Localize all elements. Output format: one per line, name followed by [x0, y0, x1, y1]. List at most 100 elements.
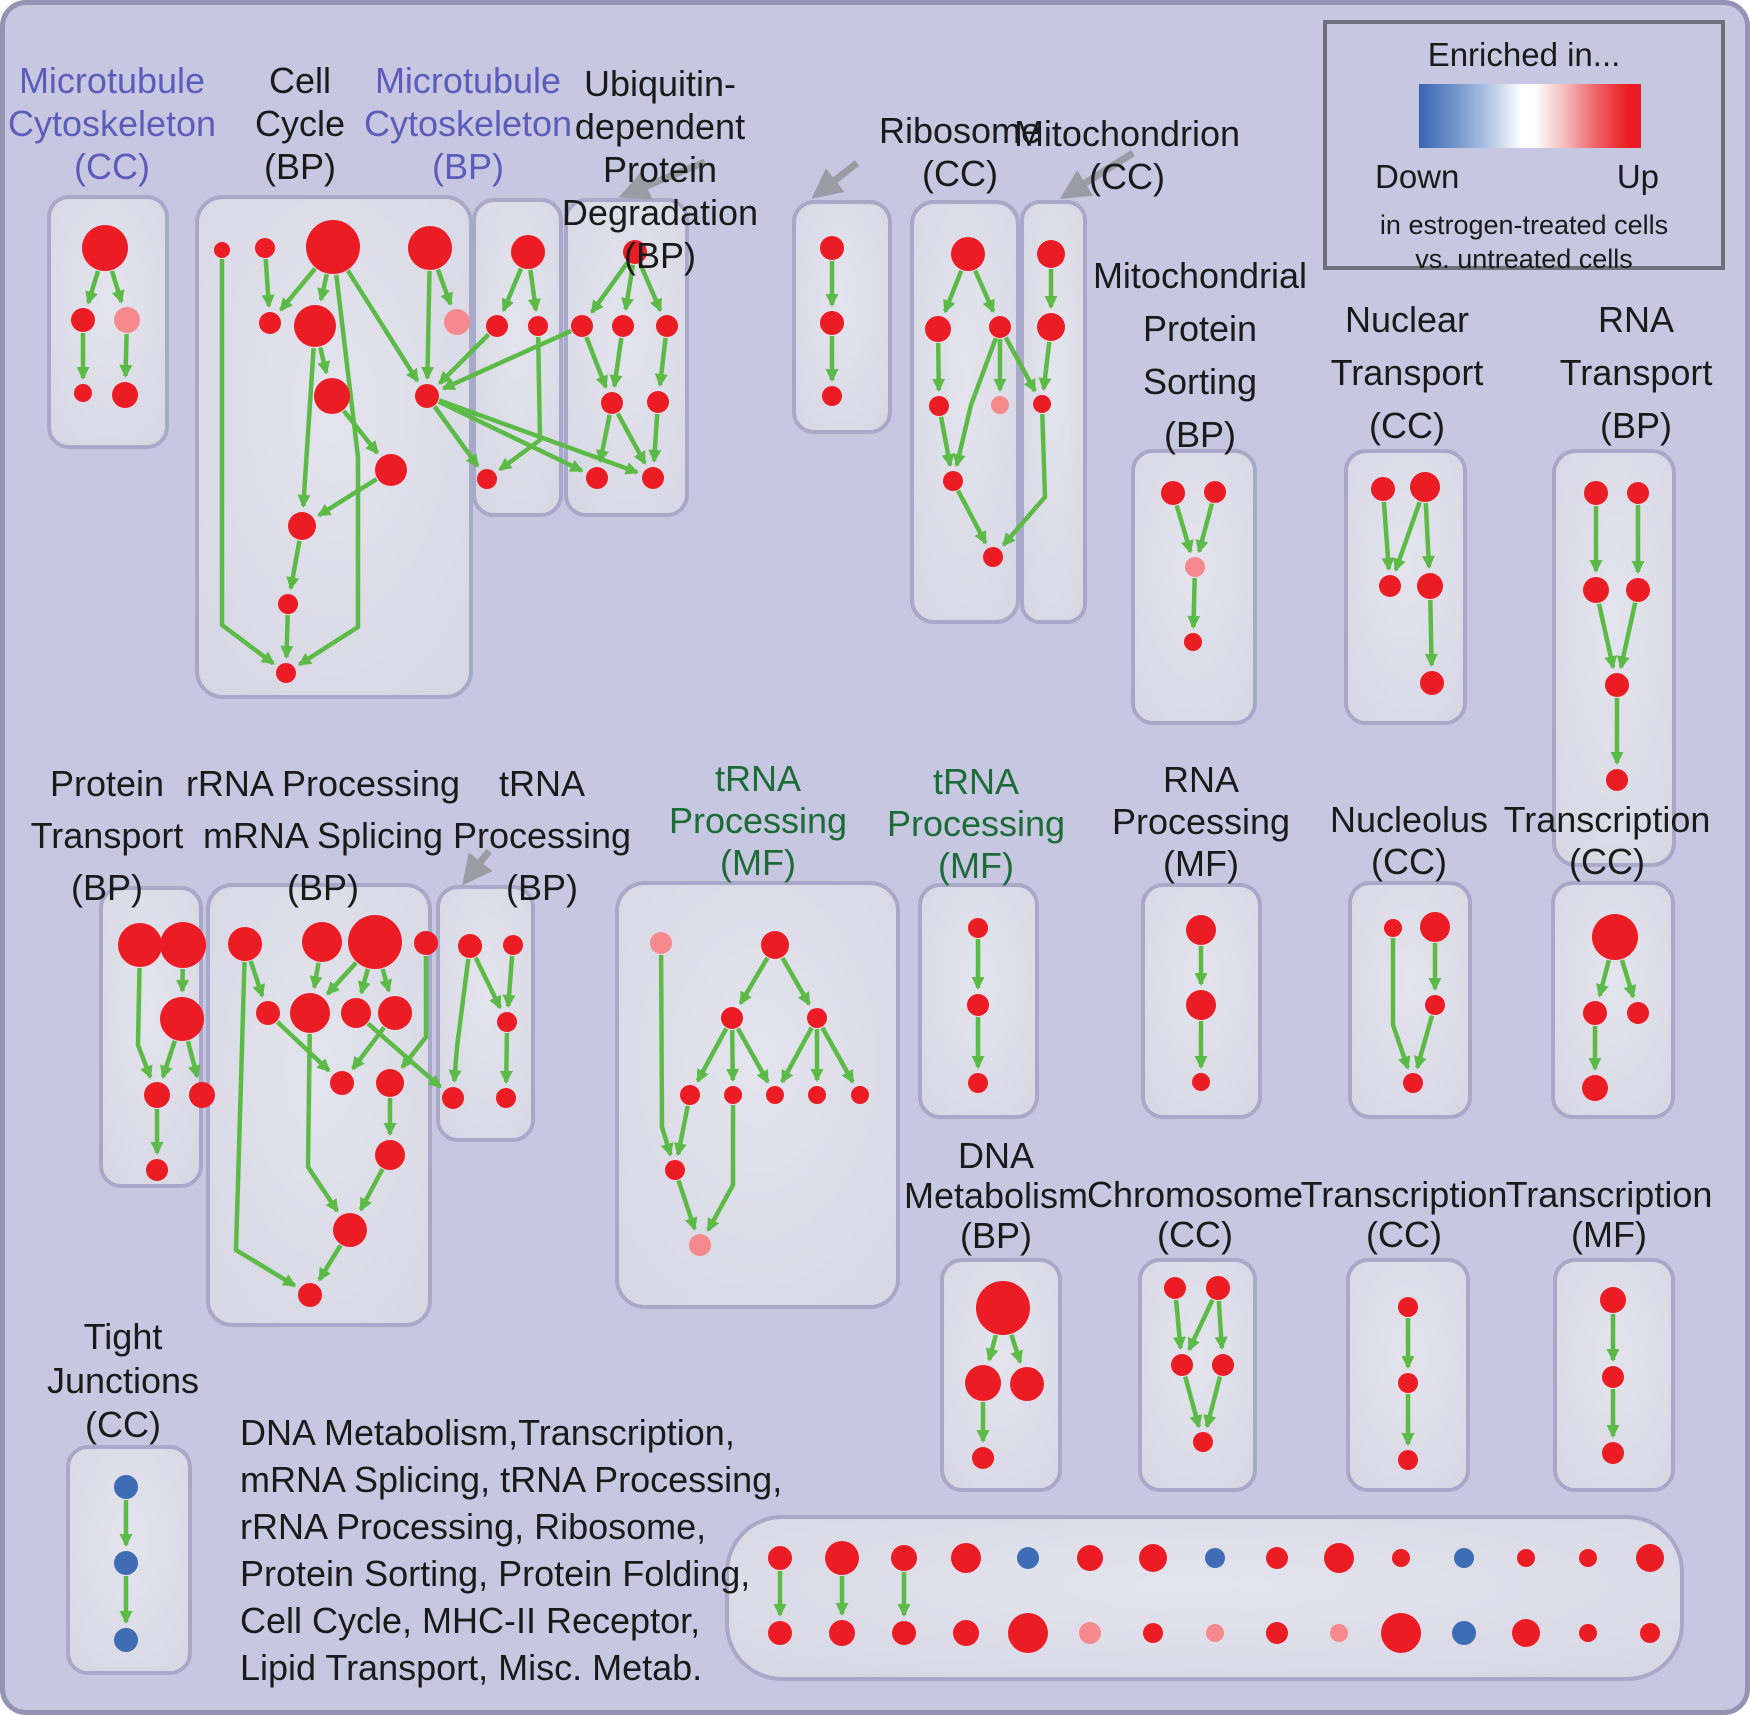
- legend-scale-labels: Down Up: [1327, 158, 1721, 196]
- gene-node-r5: [256, 1001, 280, 1025]
- gene-node-h2: [1206, 1276, 1230, 1300]
- edge-t1-t3: [473, 956, 503, 1010]
- cluster-label-transcription-cc-2: Transcription (CC): [1301, 1175, 1508, 1255]
- gene-node-u1: [571, 315, 593, 337]
- cluster-label-line: Processing: [886, 803, 1066, 844]
- edge-rb1-rb3: [973, 269, 996, 314]
- edge-r13-r14: [317, 1244, 343, 1282]
- gene-node-r12: [375, 1140, 405, 1170]
- cluster-label-line: (MF): [938, 845, 1014, 886]
- cluster-label-line: (BP): [623, 234, 696, 276]
- edge-cc1-cc13: [219, 259, 275, 666]
- gene-node-rb7: [983, 547, 1003, 567]
- gene-node-mt1: [1037, 240, 1065, 268]
- gene-node-rb3: [989, 316, 1011, 338]
- gene-node-m2: [761, 931, 789, 959]
- gene-node-h1: [1164, 1277, 1186, 1299]
- cluster-label-microtubule-cc: Microtubule Cytoskeleton (CC): [8, 59, 216, 188]
- cluster-label-line: Transport: [1559, 351, 1713, 393]
- gene-node-u2: [612, 315, 634, 337]
- cluster-label-line: Nuclear: [1344, 298, 1470, 340]
- gene-node-bt5: [1017, 1547, 1039, 1569]
- cluster-label-nucleolus: Nucleolus (CC): [1330, 799, 1488, 883]
- edge-r2-r6: [309, 962, 323, 990]
- edge-cc3-cc9: [345, 269, 420, 383]
- cluster-label-line: dependent: [574, 105, 746, 147]
- edge-a1-a2: [85, 270, 101, 305]
- misc-text-line-6: Lipid Transport, Misc. Metab.: [240, 1647, 703, 1688]
- gene-node-d1: [976, 1281, 1030, 1335]
- edge-cc11-cc12: [286, 540, 302, 591]
- cluster-box-dna-metabolism: [940, 1258, 1062, 1492]
- gene-node-bt6: [1077, 1545, 1103, 1571]
- cluster-label-line: tRNA: [498, 763, 585, 804]
- gene-node-m5: [680, 1085, 700, 1105]
- legend-down-label: Down: [1375, 158, 1460, 195]
- cluster-label-line: RNA: [1162, 759, 1239, 800]
- gene-node-bb12: [1452, 1621, 1476, 1645]
- cluster-label-line: (MF): [720, 842, 796, 883]
- cluster-label-line: Processing: [452, 815, 632, 856]
- gene-node-u3: [656, 315, 678, 337]
- gene-node-bb1: [768, 1621, 792, 1645]
- cluster-box-misc-clusters: [725, 1515, 1684, 1681]
- edge-n3-n4: [1414, 1014, 1435, 1070]
- cluster-box-nucleolus: [1348, 881, 1472, 1119]
- gene-node-rt3: [1583, 577, 1609, 603]
- edge-u5-u7: [648, 413, 662, 463]
- gene-node-t1: [458, 934, 482, 958]
- edge-mt2-mt3: [1038, 341, 1052, 392]
- gene-node-j2: [114, 1551, 138, 1575]
- gene-node-nt3: [1379, 575, 1401, 597]
- gene-node-m6: [724, 1086, 742, 1104]
- gene-node-p1: [118, 923, 162, 967]
- edge-t1-t4: [448, 958, 471, 1084]
- gene-node-w1: [968, 918, 988, 938]
- edge-t3-t5: [499, 1032, 513, 1084]
- gene-node-n3: [1425, 995, 1445, 1015]
- gene-node-bt2: [825, 1541, 859, 1575]
- gene-node-m11: [689, 1234, 711, 1256]
- gene-node-bb7: [1143, 1623, 1163, 1643]
- cluster-label-dna-metabolism: DNA Metabolism (BP): [904, 1136, 1088, 1256]
- cluster-label-line: Transport: [30, 815, 184, 856]
- cluster-label-line: (CC): [1569, 841, 1645, 882]
- cluster-label-line: (CC): [85, 1404, 161, 1445]
- edge-r4-r10: [400, 956, 429, 1069]
- cluster-label-tight-junctions: Tight Junctions (CC): [47, 1315, 199, 1447]
- gene-node-a3: [114, 307, 140, 333]
- edge-n1-n4: [1390, 938, 1411, 1070]
- edge-u0-u1: [590, 261, 630, 314]
- cluster-label-line: (BP): [960, 1215, 1032, 1256]
- cluster-box-chromosome: [1138, 1258, 1257, 1492]
- gene-node-bt8: [1205, 1548, 1225, 1568]
- gene-node-bb5: [1008, 1613, 1048, 1653]
- edge-cc2-cc5: [261, 258, 275, 308]
- cluster-label-line: (CC): [1366, 1214, 1442, 1255]
- cluster-label-line: (BP): [1600, 404, 1672, 446]
- edge-r6-r13: [305, 1033, 340, 1213]
- edge-mt3-rb7: [1001, 413, 1048, 547]
- cluster-label-line: Degradation: [561, 191, 759, 233]
- gene-node-mb2: [486, 315, 508, 337]
- gene-node-rt2: [1627, 482, 1649, 504]
- edge-cc12-cc13: [280, 614, 294, 659]
- label-pointer-arrow-2: [811, 160, 860, 199]
- gene-node-m7: [766, 1086, 784, 1104]
- edge-cc3-cc6: [317, 273, 330, 302]
- gene-node-s4: [1582, 1075, 1608, 1101]
- gene-node-bb8: [1206, 1624, 1224, 1642]
- cluster-label-line: Cycle: [254, 102, 346, 144]
- edge-u3-u5: [654, 337, 668, 388]
- gene-node-rt4: [1626, 578, 1650, 602]
- cluster-label-rrna-mrna: rRNA Processing mRNA Splicing (BP): [186, 758, 460, 914]
- edge-m10-m11: [676, 1179, 698, 1231]
- misc-text-line-1: DNA Metabolism,Transcription,: [240, 1412, 735, 1453]
- gene-node-ms4: [1184, 633, 1202, 651]
- edge-m5-m10: [673, 1105, 691, 1157]
- cluster-label-trna-processing-mf-1: tRNA Processing (MF): [669, 758, 847, 884]
- cluster-box-mitochondrion: [1020, 200, 1087, 624]
- gene-node-r13: [333, 1213, 367, 1247]
- gene-node-r6: [290, 993, 330, 1033]
